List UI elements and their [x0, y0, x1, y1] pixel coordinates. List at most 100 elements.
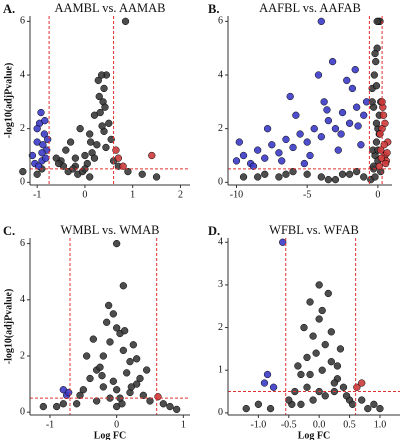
point: [59, 400, 67, 408]
point: [317, 133, 325, 141]
point: [353, 103, 361, 111]
point: [320, 98, 328, 106]
point: [351, 66, 359, 74]
point: [138, 170, 146, 178]
point: [254, 146, 262, 154]
point: [360, 173, 368, 181]
point: [112, 146, 120, 154]
point: [286, 92, 294, 101]
y-tick-label: 2: [20, 123, 25, 134]
point: [370, 71, 378, 79]
point: [279, 238, 287, 246]
point: [53, 402, 61, 411]
point: [345, 170, 354, 178]
point: [232, 157, 241, 165]
point: [292, 111, 300, 119]
point: [133, 355, 141, 363]
point: [28, 151, 37, 160]
point: [124, 167, 132, 176]
point: [109, 310, 117, 318]
point: [266, 404, 275, 413]
point: [303, 138, 311, 146]
y-tick-label: 4: [20, 69, 25, 80]
point: [343, 76, 351, 85]
point: [381, 159, 390, 168]
x-tick-label: -5: [303, 189, 311, 200]
point: [102, 143, 110, 152]
x-tick-label: -1.0: [250, 419, 266, 430]
x-tick-label: -0.5: [281, 419, 297, 430]
point: [239, 151, 248, 160]
point: [263, 125, 272, 133]
point: [100, 84, 108, 93]
point: [306, 370, 314, 379]
point: [44, 135, 52, 144]
point: [121, 17, 130, 26]
x-tick-label: -10: [230, 189, 243, 200]
point: [300, 159, 308, 168]
point: [38, 149, 46, 157]
point: [34, 162, 43, 170]
point: [97, 71, 106, 79]
point: [306, 298, 314, 306]
point: [73, 400, 81, 408]
point: [105, 301, 113, 310]
point: [173, 405, 181, 414]
point: [119, 346, 127, 355]
point: [297, 400, 305, 408]
point: [306, 151, 314, 160]
point: [79, 386, 87, 394]
y-tick-label: 4: [20, 294, 25, 305]
point: [372, 82, 381, 90]
point: [98, 122, 106, 130]
x-tick-label: -1: [46, 419, 54, 430]
x-axis-label: Log FC: [298, 430, 331, 440]
point: [309, 332, 317, 340]
point: [377, 154, 386, 162]
point: [119, 162, 127, 170]
point: [348, 84, 357, 93]
y-tick-label: 6: [20, 16, 25, 27]
point: [373, 17, 381, 26]
point: [300, 323, 308, 332]
point: [113, 386, 121, 394]
point: [336, 345, 345, 353]
point: [317, 173, 325, 181]
point: [71, 154, 80, 162]
point: [303, 383, 311, 391]
panel-title: WMBL vs. WMAB: [61, 223, 160, 237]
point: [98, 372, 106, 380]
y-axis-label: -log10(adjPvalue): [3, 63, 14, 139]
point: [263, 370, 272, 379]
y-tick-label: 0: [20, 406, 25, 417]
point: [383, 149, 391, 157]
point: [99, 352, 107, 360]
point: [318, 306, 326, 315]
point: [372, 57, 380, 66]
y-tick-label: 0: [218, 407, 223, 418]
y-tick-label: 3: [218, 279, 223, 290]
point: [342, 392, 351, 400]
point: [254, 400, 263, 408]
point: [357, 141, 365, 149]
point: [324, 116, 333, 125]
panel-label: D.: [208, 224, 220, 238]
point: [87, 138, 95, 146]
y-tick-label: 6: [20, 238, 25, 249]
point: [296, 130, 304, 138]
point: [358, 396, 366, 404]
point: [338, 108, 347, 117]
point: [235, 138, 243, 146]
point: [354, 122, 362, 130]
point: [105, 119, 113, 127]
point: [41, 116, 49, 125]
point: [39, 402, 47, 411]
point: [269, 383, 278, 391]
point: [338, 170, 347, 178]
point: [93, 397, 101, 405]
point: [96, 108, 104, 117]
point: [297, 370, 305, 379]
point: [324, 289, 332, 298]
panel-title: AAMBL vs. AAMAB: [54, 1, 165, 15]
